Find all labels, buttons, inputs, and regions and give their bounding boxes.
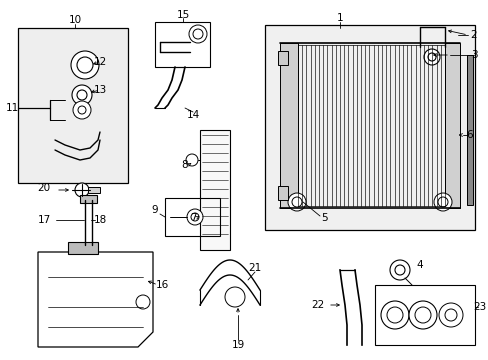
Bar [68, 242, 98, 254]
Circle shape [72, 85, 92, 105]
Circle shape [75, 183, 89, 197]
Bar [444, 43, 459, 208]
Polygon shape [38, 252, 153, 347]
Circle shape [423, 49, 439, 65]
Text: 8: 8 [182, 160, 188, 170]
Text: 4: 4 [416, 260, 423, 270]
Text: 21: 21 [248, 263, 261, 273]
Text: 20: 20 [38, 183, 50, 193]
Circle shape [433, 193, 451, 211]
Bar [18, 28, 128, 183]
Circle shape [389, 260, 409, 280]
Text: 15: 15 [176, 10, 189, 20]
Text: 16: 16 [155, 280, 168, 290]
Circle shape [73, 101, 91, 119]
Bar [200, 130, 229, 250]
Text: 22: 22 [311, 300, 324, 310]
Text: 18: 18 [93, 215, 106, 225]
Text: 13: 13 [93, 85, 106, 95]
Text: 17: 17 [37, 215, 51, 225]
Text: 1: 1 [336, 13, 343, 23]
Bar [264, 25, 474, 230]
Text: 11: 11 [5, 103, 19, 113]
Bar [278, 186, 287, 200]
Text: 3: 3 [470, 50, 476, 60]
Circle shape [287, 193, 305, 211]
Bar [155, 22, 209, 67]
Text: 6: 6 [466, 130, 472, 140]
Circle shape [71, 51, 99, 79]
Bar [280, 43, 297, 208]
Bar [278, 51, 287, 65]
Bar [88, 187, 100, 193]
Circle shape [136, 295, 150, 309]
Circle shape [380, 301, 408, 329]
Bar [466, 55, 472, 205]
Text: 12: 12 [93, 57, 106, 67]
Circle shape [438, 303, 462, 327]
Text: 7: 7 [189, 213, 196, 223]
Text: 9: 9 [151, 205, 158, 215]
Text: 5: 5 [321, 213, 327, 223]
Text: 14: 14 [186, 110, 199, 120]
Circle shape [186, 209, 203, 225]
Text: 23: 23 [472, 302, 486, 312]
Text: 10: 10 [68, 15, 81, 25]
Bar [80, 195, 97, 203]
Circle shape [408, 301, 436, 329]
Circle shape [185, 154, 198, 166]
Text: 2: 2 [470, 30, 476, 40]
Circle shape [189, 25, 206, 43]
Bar [164, 198, 220, 236]
Text: 19: 19 [231, 340, 244, 350]
Bar [374, 285, 474, 345]
